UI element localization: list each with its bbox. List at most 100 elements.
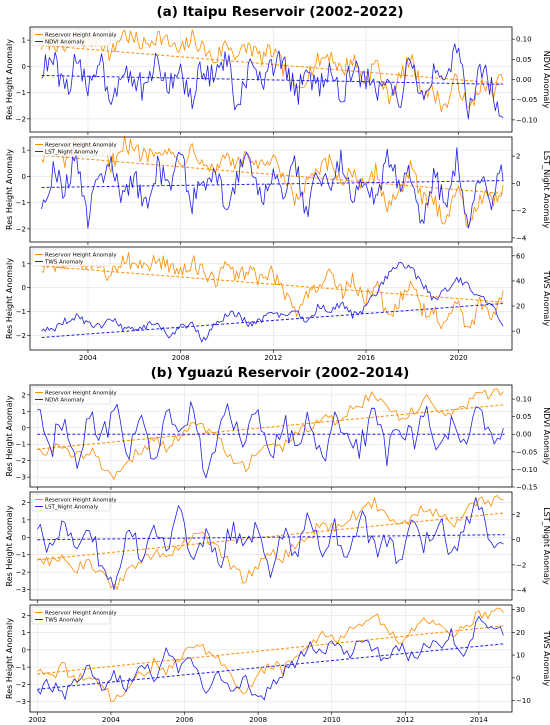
trend-line-reservoir	[37, 404, 505, 450]
legend-box	[31, 248, 111, 267]
y2-tick-label: 0.10	[516, 396, 532, 404]
y2-tick-label: −2	[516, 207, 526, 215]
plot-frame	[29, 491, 513, 601]
trend-line-secondary	[37, 643, 505, 690]
y-tick-label: −3	[16, 586, 26, 594]
y2-tick-label: 0.10	[516, 36, 532, 44]
y2-tick-label: −0.10	[516, 466, 537, 474]
y-tick-label: −1	[16, 664, 26, 672]
y-tick-label: 1	[22, 37, 26, 45]
y-tick-label: −2	[16, 332, 26, 340]
y-axis-label: Res Height Anomaly	[5, 149, 14, 230]
x-tick-label: 2010	[323, 716, 341, 724]
y2-tick-label: 0.05	[516, 413, 532, 421]
legend-label: TWS Anomaly	[44, 260, 84, 266]
legend-label: TWS Anomaly	[44, 618, 84, 624]
y2-tick-label: 20	[516, 629, 525, 637]
y-tick-label: 1	[22, 516, 26, 524]
legend-box	[31, 493, 111, 512]
legend-label: LST_Night Anomaly	[45, 505, 99, 511]
y-tick-label: −2	[16, 681, 26, 689]
y-tick-label: −2	[16, 115, 26, 123]
y-tick-label: −3	[16, 474, 26, 482]
plot-frame	[29, 384, 513, 488]
trend-line-secondary	[41, 303, 503, 338]
legend-label: Reservoir Height Anomaly	[45, 498, 117, 504]
y-tick-label: −1	[16, 441, 26, 449]
legend-label: NDVI Anomaly	[45, 398, 85, 404]
x-tick-label: 2020	[450, 354, 468, 362]
plot-frame	[29, 246, 513, 351]
y2-tick-label: 10	[516, 652, 525, 660]
y2-tick-label: −0.10	[516, 116, 537, 124]
x-tick-label: 2016	[357, 354, 375, 362]
series-line-secondary	[37, 497, 504, 590]
y2-tick-label: 2	[516, 511, 520, 519]
legend-label: Reservoir Height Anomaly	[45, 611, 117, 617]
y-tick-label: 0	[22, 63, 26, 71]
y2-tick-label: 0	[516, 536, 520, 544]
series-line-secondary	[41, 147, 504, 229]
y2-tick-label: 0.00	[516, 76, 532, 84]
y2-tick-label: −4	[516, 234, 527, 242]
y2-tick-label: 30	[516, 606, 525, 614]
y2-axis-label: NDVI Anomaly	[542, 51, 550, 109]
y2-tick-label: −0.05	[516, 96, 537, 104]
x-tick-label: 2014	[470, 716, 488, 724]
y2-axis-label: LST_Night Anomaly	[542, 151, 550, 229]
y-tick-label: −2	[16, 225, 26, 233]
y-tick-label: 1	[22, 408, 26, 416]
panel-4: −3 −2 −1 0 1 2 −0.15 −0.10 −0.05 0.00 0.05 0.10 Res …	[5, 384, 550, 492]
panel-2: −2 −1 0 1 −4 −2 0 2 Res Height Anomaly LST_Night …	[5, 135, 550, 245]
y-tick-label: 0	[22, 284, 26, 292]
y2-axis-label: TWS Anomaly	[542, 630, 550, 687]
series-line-reservoir	[41, 135, 504, 228]
y-tick-label: −2	[16, 457, 26, 465]
plot-frame	[29, 136, 513, 243]
y-axis-label: Res Height Anomaly	[5, 395, 14, 476]
x-tick-label: 2012	[264, 354, 282, 362]
x-tick-label: 2004	[102, 716, 120, 724]
y-tick-label: 0	[22, 646, 26, 654]
series-line-secondary	[37, 616, 504, 701]
y-tick-label: 2	[22, 499, 26, 507]
legend-box	[31, 386, 111, 405]
plot-frame	[29, 604, 513, 713]
y2-tick-label: 60	[516, 252, 525, 260]
y-tick-label: −1	[16, 89, 26, 97]
trend-line-reservoir	[37, 625, 505, 675]
y2-tick-label: −0.15	[516, 484, 537, 492]
legend-label: Reservoir Height Anomaly	[45, 391, 117, 397]
legend-label: Reservoir Height Anomaly	[45, 253, 117, 259]
y-tick-label: 1	[22, 147, 26, 155]
legend-label: NDVI Anomaly	[45, 40, 85, 46]
y2-tick-label: 0	[516, 328, 520, 336]
series-line-secondary	[41, 43, 504, 120]
y-tick-label: −2	[16, 569, 26, 577]
y-axis-label: Res Height Anomaly	[5, 505, 14, 586]
x-tick-label: 2012	[396, 716, 414, 724]
series-line-secondary	[37, 401, 504, 479]
trend-line-reservoir	[37, 512, 505, 561]
section-title-b: (b) Yguazú Reservoir (2002–2014)	[151, 365, 410, 381]
y2-axis-label: NDVI Anomaly	[542, 407, 550, 465]
series-line-reservoir	[37, 607, 504, 703]
y2-axis-label: TWS Anomaly	[542, 270, 550, 327]
y2-tick-label: −10	[516, 697, 531, 705]
y-tick-label: 0	[22, 534, 26, 542]
legend-label: Reservoir Height Anomaly	[45, 33, 117, 39]
y-tick-label: 1	[22, 629, 26, 637]
y-tick-label: 0	[22, 173, 26, 181]
y-axis-label: Res Height Anomaly	[5, 618, 14, 699]
y-tick-label: 2	[22, 391, 26, 399]
y-tick-label: 1	[22, 260, 26, 268]
x-tick-label: 2008	[172, 354, 190, 362]
trend-line-secondary	[41, 180, 503, 188]
